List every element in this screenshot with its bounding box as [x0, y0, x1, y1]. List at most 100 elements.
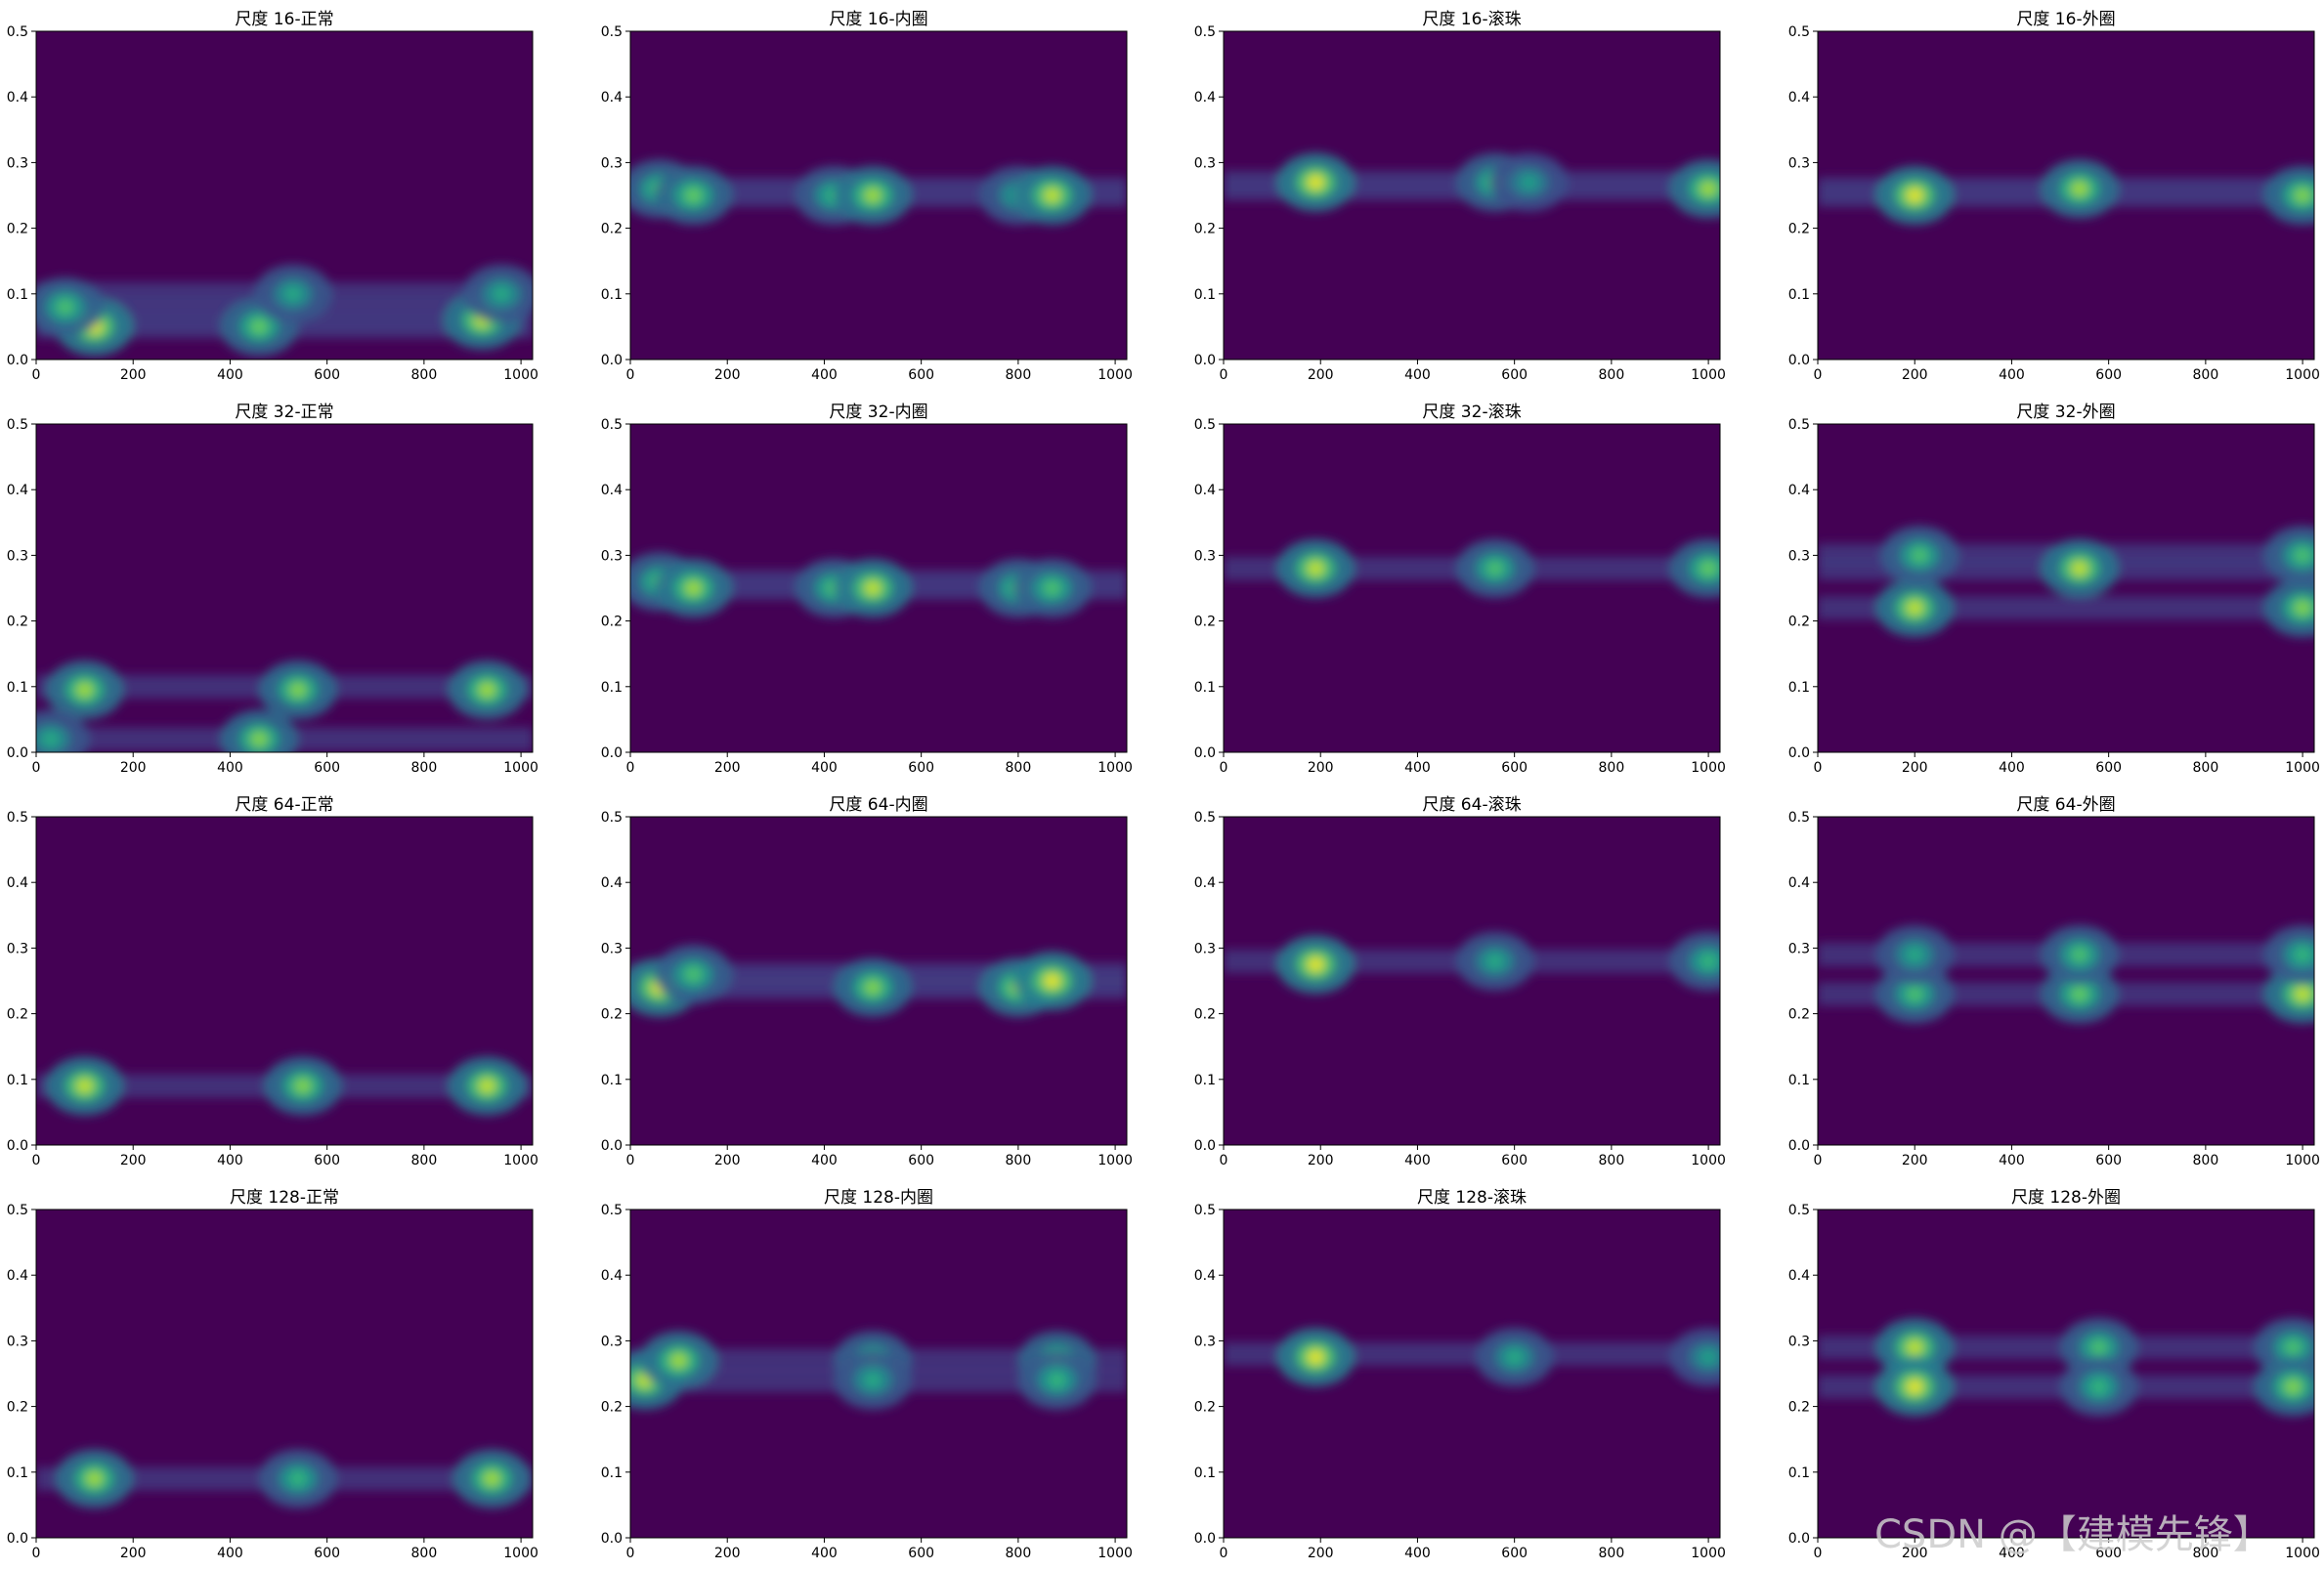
plot-frame: [629, 423, 1128, 753]
x-tick-label: 0: [626, 1153, 635, 1168]
heatmap-hotspot: [1043, 188, 1061, 203]
x-tick-label: 600: [1501, 760, 1528, 776]
x-tick-label: 0: [626, 760, 635, 776]
heatmap-hotspot: [684, 188, 703, 203]
x-tick-label: 1000: [2285, 760, 2320, 776]
x-tick-label: 200: [1308, 1546, 1334, 1561]
heatmap-hotspot: [1307, 560, 1325, 576]
plot-frame: [1223, 816, 1721, 1146]
plot-frame: [629, 1209, 1128, 1539]
x-tick-label: 1000: [1691, 760, 1726, 776]
y-tick-label: 0.5: [1194, 417, 1216, 433]
y-tick-label: 0.1: [1194, 1465, 1216, 1481]
y-tick-label: 0.0: [601, 353, 623, 368]
x-tick-label: 400: [1404, 1546, 1431, 1561]
x-tick-label: 600: [1501, 367, 1528, 383]
panel-title: 尺度 32-外圈: [2016, 403, 2115, 422]
x-tick-label: 200: [120, 1546, 147, 1561]
y-tick-label: 0.3: [7, 1334, 28, 1349]
y-tick-label: 0.4: [601, 1268, 623, 1284]
x-tick-label: 0: [32, 1546, 41, 1561]
heatmap-panel: 尺度 128-外圈 0 200 400 600 800 1000 0.0 0.1 0.2 0.3 0.…: [1788, 1188, 2320, 1561]
heatmap-panel: 尺度 64-滚珠 0 200 400 600 800 1000 0.0 0.1 0.2 0.3 0.4…: [1194, 795, 1726, 1168]
heatmap-hotspot: [684, 580, 703, 596]
heatmap-hotspot: [864, 580, 882, 596]
x-tick-label: 600: [2095, 367, 2122, 383]
x-tick-label: 0: [32, 760, 41, 776]
x-tick-label: 800: [1599, 367, 1625, 383]
heatmap-hotspot: [1307, 1349, 1325, 1366]
heatmap-hotspot: [1911, 547, 1929, 564]
y-tick-label: 0.1: [1788, 287, 1810, 303]
x-tick-label: 400: [1999, 1153, 2025, 1168]
x-tick-label: 600: [908, 1153, 934, 1168]
y-tick-label: 0.0: [601, 1531, 623, 1547]
y-tick-label: 0.3: [1788, 548, 1810, 564]
y-tick-label: 0.1: [601, 1073, 623, 1088]
y-tick-label: 0.5: [7, 417, 28, 433]
heatmap-hotspot: [1906, 600, 1924, 616]
y-tick-label: 0.5: [7, 24, 28, 40]
heatmap-hotspot: [483, 1470, 501, 1487]
x-tick-label: 200: [714, 367, 741, 383]
x-tick-label: 600: [1501, 1153, 1528, 1168]
heatmap-hotspot: [75, 682, 94, 699]
y-tick-label: 0.5: [1194, 810, 1216, 826]
plot-frame: [1223, 30, 1721, 361]
panel-title: 尺度 128-滚珠: [1417, 1188, 1527, 1208]
watermark-text: CSDN @【建模先锋】: [1874, 1512, 2272, 1557]
heatmap-panel: 尺度 32-内圈 0 200 400 600 800 1000 0.0 0.1 0.2 0.3 0.4…: [601, 403, 1133, 776]
plot-frame: [35, 423, 534, 753]
heatmap-panel: 尺度 64-外圈 0 200 400 600 800 1000 0.0 0.1 0.2 0.3 0.4…: [1788, 795, 2320, 1168]
heatmap-hotspot: [2294, 947, 2312, 963]
x-tick-label: 200: [1902, 760, 1928, 776]
heatmap-panel: 尺度 16-滚珠 0 200 400 600 800 1000 0.0 0.1 0.2 0.3 0.4…: [1194, 10, 1726, 383]
x-tick-label: 1000: [1097, 760, 1133, 776]
x-tick-label: 400: [811, 1153, 838, 1168]
x-tick-label: 1000: [1691, 1153, 1726, 1168]
x-tick-label: 1000: [503, 367, 538, 383]
y-tick-label: 0.3: [601, 155, 623, 171]
x-tick-label: 1000: [503, 1546, 538, 1561]
panel-title: 尺度 128-正常: [230, 1188, 339, 1208]
x-tick-label: 0: [1220, 367, 1228, 383]
plot-frame: [1817, 816, 2315, 1146]
y-tick-label: 0.5: [601, 24, 623, 40]
y-tick-label: 0.5: [7, 1203, 28, 1218]
x-tick-label: 600: [314, 367, 340, 383]
x-tick-label: 400: [811, 367, 838, 383]
y-tick-label: 0.4: [1194, 1268, 1216, 1284]
x-tick-label: 400: [1404, 1153, 1431, 1168]
panel-title: 尺度 32-内圈: [829, 403, 927, 422]
heatmap-hotspot: [2089, 1379, 2108, 1395]
y-tick-label: 0.4: [1788, 483, 1810, 498]
y-tick-label: 0.5: [1788, 1203, 1810, 1218]
heatmap-hotspot: [2070, 947, 2088, 963]
y-tick-label: 0.2: [1194, 1007, 1216, 1023]
y-tick-label: 0.1: [1194, 1073, 1216, 1088]
y-tick-label: 0.3: [601, 941, 623, 956]
x-tick-label: 800: [2193, 1153, 2219, 1168]
y-tick-label: 0.0: [1788, 353, 1810, 368]
y-tick-label: 0.5: [601, 1203, 623, 1218]
plot-frame: [35, 30, 534, 361]
y-tick-label: 0.1: [7, 1073, 28, 1088]
heatmap-hotspot: [1700, 181, 1718, 197]
y-tick-label: 0.2: [601, 222, 623, 237]
plot-frame: [1223, 423, 1721, 753]
panel-title: 尺度 64-正常: [235, 795, 333, 815]
heatmap-hotspot: [1505, 1349, 1524, 1366]
x-tick-label: 800: [411, 367, 438, 383]
heatmap-hotspot: [56, 299, 74, 316]
x-tick-label: 0: [32, 1153, 41, 1168]
x-tick-label: 200: [1308, 367, 1334, 383]
y-tick-label: 0.2: [1788, 615, 1810, 630]
y-tick-label: 0.1: [1788, 1073, 1810, 1088]
panel-title: 尺度 128-外圈: [2011, 1188, 2121, 1208]
y-tick-label: 0.0: [1788, 745, 1810, 761]
x-tick-label: 600: [908, 1546, 934, 1561]
heatmap-hotspot: [2070, 560, 2088, 576]
y-tick-label: 0.0: [7, 745, 28, 761]
x-tick-label: 1000: [2285, 367, 2320, 383]
